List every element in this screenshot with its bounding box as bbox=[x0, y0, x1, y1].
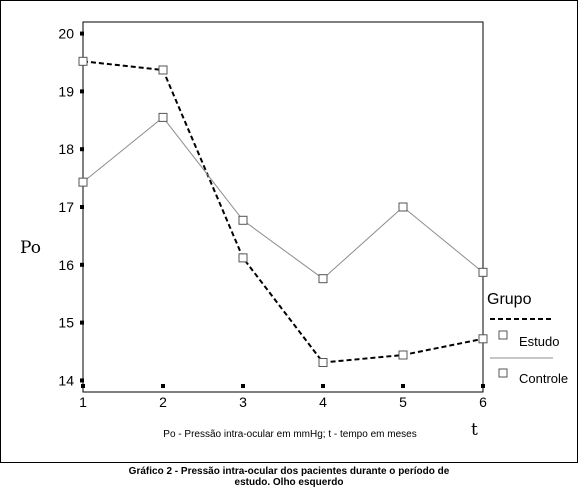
series-line-estudo bbox=[82, 60, 484, 364]
y-tick-label: 20 bbox=[58, 26, 74, 42]
x-tick-label: 2 bbox=[159, 394, 167, 410]
chart-frame: 14 15 16 17 18 19 20 1 2 3 4 5 6 Po t Po - Pressão … bbox=[0, 0, 578, 463]
data-point-estudo bbox=[78, 56, 88, 66]
data-point-controle bbox=[158, 112, 168, 122]
x-tick-label: 6 bbox=[479, 394, 487, 410]
data-point-controle bbox=[398, 202, 408, 212]
legend-items: Estudo Controle bbox=[490, 318, 568, 386]
series-line-controle bbox=[82, 116, 484, 280]
series-layer bbox=[78, 56, 488, 368]
caption-line-2: estudo. Olho esquerdo bbox=[234, 477, 344, 488]
y-tick-mark bbox=[80, 147, 84, 152]
legend-title: Grupo bbox=[487, 291, 532, 308]
data-point-controle bbox=[478, 267, 488, 277]
y-tick-label: 17 bbox=[58, 199, 74, 215]
line-chart: 14 15 16 17 18 19 20 1 2 3 4 5 6 Po t Po - Pressão … bbox=[20, 21, 568, 440]
data-point-controle bbox=[318, 274, 328, 284]
x-tick-mark bbox=[161, 384, 165, 388]
legend-label-estudo: Estudo bbox=[519, 334, 559, 349]
y-tick-mark bbox=[80, 378, 84, 383]
data-point-estudo bbox=[478, 334, 488, 344]
x-tick-label: 1 bbox=[79, 394, 87, 410]
y-tick-mark bbox=[80, 320, 84, 325]
y-tick-mark bbox=[80, 31, 84, 36]
caption-line-1: Gráfico 2 - Pressão intra-ocular dos pac… bbox=[128, 466, 450, 477]
x-tick-mark bbox=[321, 384, 325, 388]
data-point-estudo bbox=[318, 358, 328, 368]
y-tick-mark bbox=[80, 205, 84, 209]
x-tick-label: 5 bbox=[399, 394, 407, 410]
data-point-controle bbox=[238, 215, 248, 225]
axis-note: Po - Pressão intra-ocular em mmHg; t - t… bbox=[163, 429, 416, 440]
legend-marker-controle bbox=[498, 368, 508, 378]
x-tick-mark bbox=[241, 384, 245, 388]
x-tick-mark bbox=[481, 384, 485, 388]
data-point-estudo bbox=[398, 350, 408, 360]
y-tick-label: 18 bbox=[58, 141, 74, 157]
data-point-estudo bbox=[158, 65, 168, 75]
y-tick-label: 14 bbox=[58, 372, 74, 388]
data-point-controle bbox=[78, 177, 88, 187]
x-tick-mark bbox=[401, 384, 405, 388]
data-point-estudo bbox=[238, 253, 248, 263]
x-axis-ticks: 1 2 3 4 5 6 bbox=[79, 384, 487, 410]
x-tick-label: 4 bbox=[319, 394, 327, 410]
y-tick-mark bbox=[80, 262, 84, 267]
y-axis-label: Po bbox=[20, 238, 41, 258]
x-axis-label: t bbox=[471, 420, 478, 440]
y-tick-mark bbox=[80, 89, 84, 94]
legend-label-controle: Controle bbox=[519, 371, 568, 386]
y-axis-ticks: 14 15 16 17 18 19 20 bbox=[58, 26, 84, 388]
figure-caption: Gráfico 2 - Pressão intra-ocular dos pac… bbox=[0, 466, 578, 488]
plot-area bbox=[82, 21, 484, 393]
legend-marker-estudo bbox=[498, 330, 508, 340]
y-tick-label: 16 bbox=[58, 257, 74, 273]
y-tick-label: 19 bbox=[58, 83, 74, 99]
legend: Grupo Estudo Controle bbox=[487, 291, 568, 386]
y-tick-label: 15 bbox=[58, 315, 74, 331]
x-tick-label: 3 bbox=[239, 394, 247, 410]
x-tick-mark bbox=[81, 384, 85, 388]
